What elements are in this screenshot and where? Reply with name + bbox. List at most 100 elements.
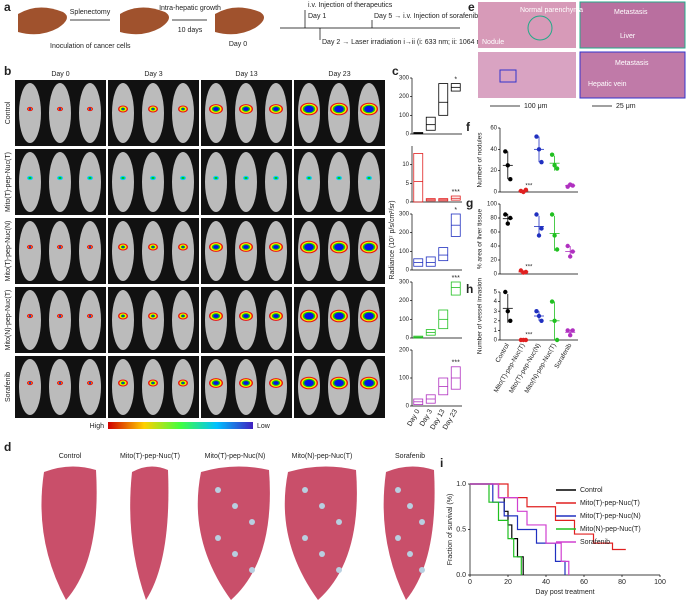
scale-label: 100 μm [524, 103, 548, 110]
data-point [554, 166, 560, 171]
panel-label: c [392, 64, 399, 78]
signal [213, 107, 219, 111]
step-label: Splenectomy [70, 9, 111, 16]
liver-section [383, 466, 435, 600]
y-tick-label: 20 [490, 168, 497, 174]
y-tick-label: 60 [490, 230, 497, 236]
lesion [249, 519, 255, 525]
data-point [565, 328, 570, 333]
signal [273, 381, 279, 385]
signal [364, 243, 374, 251]
significance: *** [525, 333, 533, 339]
liver-section [284, 466, 357, 600]
y-tick-label: 0 [406, 268, 410, 274]
signal [152, 246, 154, 248]
box [425, 256, 436, 267]
signal [364, 105, 374, 113]
mouse [172, 290, 194, 350]
mouse [172, 359, 194, 415]
lesion [407, 503, 413, 509]
mouse [172, 221, 194, 281]
image-label: Hepatic vein [588, 81, 627, 88]
roi [527, 15, 553, 41]
data-point [523, 337, 529, 343]
significance: * [454, 76, 457, 83]
y-tick-label: 0 [494, 190, 498, 196]
mouse [49, 290, 71, 350]
signal [89, 315, 91, 317]
data-point [523, 269, 529, 275]
significance: *** [452, 275, 460, 282]
y-tick-label: 1.0 [456, 481, 466, 488]
column-label: Day 3 [144, 71, 162, 78]
data-point [503, 212, 508, 217]
y-tick-label: 100 [399, 317, 410, 323]
y-tick-label: 80 [490, 216, 497, 222]
signal [59, 382, 61, 384]
signal [243, 314, 249, 318]
signal [152, 382, 154, 384]
panel-label: d [4, 440, 11, 454]
mouse [19, 152, 41, 212]
image-label: Metastasis [615, 60, 649, 67]
mouse [112, 221, 134, 281]
data-point [505, 309, 510, 314]
lesion [302, 535, 308, 541]
x-tick-label: Control [494, 342, 511, 364]
row-label: Sorafenib [5, 372, 12, 402]
y-tick-label: 10 [402, 162, 409, 168]
column-label: Mito(T)-pep-Nuc(T) [120, 453, 180, 460]
survival-curve [470, 483, 570, 575]
signal [182, 108, 184, 110]
y-tick-label: 100 [399, 249, 410, 255]
mouse [172, 152, 194, 212]
box [425, 116, 436, 131]
y-tick-label: 0 [494, 338, 498, 344]
image-label: Metastasis [614, 9, 648, 16]
data-point [552, 318, 557, 323]
mouse [112, 83, 134, 143]
y-tick-label: 40 [490, 244, 497, 250]
significance: *** [525, 184, 533, 190]
data-point [570, 328, 575, 333]
lesion [249, 567, 255, 573]
signal [334, 312, 344, 320]
signal [334, 243, 344, 251]
signal [152, 315, 154, 317]
liver-icon [120, 7, 169, 35]
liver-section [197, 466, 270, 600]
data-point [568, 254, 573, 259]
mouse [112, 152, 134, 212]
data-point [503, 289, 508, 295]
y-tick-label: 200 [399, 230, 410, 236]
mouse [79, 290, 101, 350]
liver-icon [18, 7, 67, 35]
data-point [565, 243, 570, 249]
signal [364, 379, 374, 387]
data-point [536, 147, 542, 152]
y-tick-label: 200 [399, 94, 410, 100]
signal [122, 382, 124, 384]
mouse [49, 83, 71, 143]
panel-label: f [466, 120, 471, 134]
signal [59, 108, 61, 110]
y-tick-label: 0 [406, 200, 410, 206]
mouse [79, 359, 101, 415]
axis-title: Number of vessel invasion [477, 278, 484, 355]
signal [151, 176, 155, 180]
survival-curve [470, 483, 522, 575]
step-label: Inoculation of cancer cells [50, 43, 131, 50]
signal [182, 246, 184, 248]
signal [59, 246, 61, 248]
significance: * [454, 207, 457, 214]
histology [478, 1, 686, 107]
color-scale [108, 422, 253, 429]
legend-label: Mito(T)-pep-Nuc(T) [580, 500, 640, 507]
signal [213, 381, 219, 385]
y-tick-label: 5 [494, 290, 498, 296]
data-point [552, 163, 557, 168]
lesion [419, 519, 425, 525]
signal [213, 314, 219, 318]
signal [213, 245, 219, 249]
